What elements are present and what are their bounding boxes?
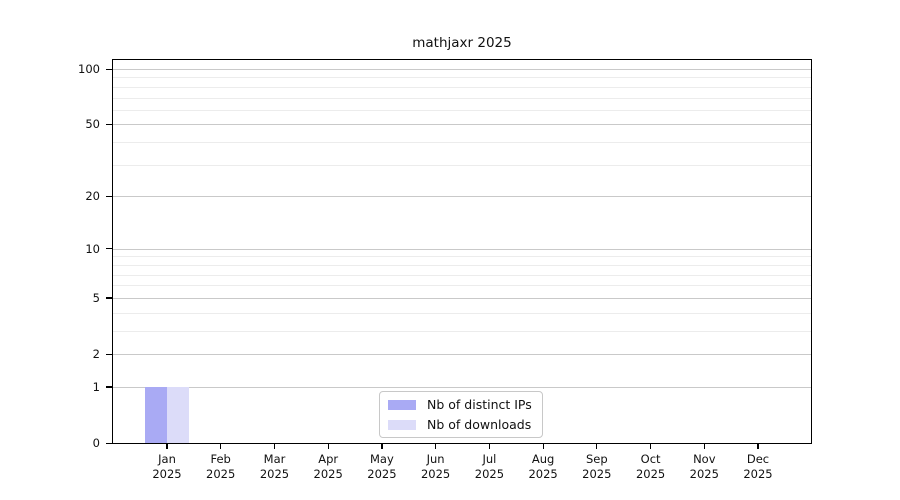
y-tick-mark bbox=[106, 353, 113, 355]
x-tick-label: Nov 2025 bbox=[689, 452, 719, 481]
y-tick-label: 5 bbox=[92, 290, 100, 305]
y-tick-label: 2 bbox=[92, 347, 100, 361]
major-gridline bbox=[113, 196, 811, 198]
bar-distinct-ips bbox=[145, 386, 167, 443]
y-tick-mark bbox=[106, 68, 113, 70]
y-tick-mark bbox=[106, 442, 113, 444]
x-tick-label: Jul 2025 bbox=[474, 452, 505, 481]
x-tick-label: Apr 2025 bbox=[313, 452, 343, 481]
x-tick-mark bbox=[273, 443, 276, 449]
x-tick-mark bbox=[488, 443, 491, 449]
y-tick-mark bbox=[106, 386, 113, 388]
major-gridline bbox=[113, 354, 811, 355]
x-tick-mark bbox=[435, 443, 437, 449]
x-tick-label: Aug 2025 bbox=[528, 452, 558, 481]
minor-gridline bbox=[113, 264, 811, 266]
minor-gridline bbox=[113, 164, 811, 166]
x-tick-mark bbox=[703, 443, 705, 449]
x-tick-mark bbox=[220, 443, 222, 449]
minor-gridline bbox=[113, 285, 811, 287]
x-tick-mark bbox=[757, 443, 759, 449]
major-gridline bbox=[113, 297, 811, 299]
minor-gridline bbox=[113, 274, 811, 276]
y-tick-mark bbox=[106, 195, 113, 198]
y-tick-mark bbox=[106, 297, 113, 299]
plot-area bbox=[112, 59, 812, 444]
x-tick-mark bbox=[381, 443, 383, 449]
x-tick-label: Oct 2025 bbox=[635, 452, 666, 481]
y-tick-label: 10 bbox=[85, 241, 100, 256]
legend-swatch-downloads-icon bbox=[388, 419, 416, 430]
legend-item-downloads: Nb of downloads bbox=[388, 417, 542, 432]
major-gridline bbox=[113, 248, 811, 250]
x-tick-mark bbox=[327, 443, 329, 449]
x-tick-label: Mar 2025 bbox=[259, 452, 290, 481]
chart-title: mathjaxr 2025 bbox=[412, 35, 512, 51]
x-tick-mark bbox=[166, 443, 168, 449]
minor-gridline bbox=[113, 77, 811, 79]
major-gridline bbox=[113, 69, 811, 70]
x-tick-mark bbox=[542, 443, 544, 449]
x-tick-label: Jan 2025 bbox=[152, 452, 182, 481]
y-tick-label: 50 bbox=[85, 117, 100, 132]
major-gridline bbox=[113, 386, 811, 388]
y-tick-label: 1 bbox=[92, 379, 100, 394]
legend-swatch-distinct-ips-icon bbox=[388, 399, 416, 410]
minor-gridline bbox=[113, 256, 811, 258]
y-tick-mark bbox=[106, 123, 113, 126]
bar-downloads bbox=[167, 386, 189, 443]
x-tick-mark bbox=[650, 443, 652, 449]
x-tick-label: May 2025 bbox=[367, 452, 397, 481]
minor-gridline bbox=[113, 109, 811, 111]
minor-gridline bbox=[113, 86, 811, 88]
legend-label-distinct-ips: Nb of distinct IPs bbox=[427, 397, 532, 412]
x-tick-label: Feb 2025 bbox=[206, 452, 236, 481]
x-tick-label: Sep 2025 bbox=[582, 452, 612, 481]
minor-gridline bbox=[113, 312, 811, 314]
minor-gridline bbox=[113, 142, 811, 144]
minor-gridline bbox=[113, 97, 811, 99]
y-tick-label: 0 bbox=[92, 436, 100, 450]
major-gridline bbox=[113, 124, 811, 126]
y-tick-label: 100 bbox=[78, 62, 100, 76]
y-tick-mark bbox=[106, 248, 113, 250]
legend: Nb of distinct IPs Nb of downloads bbox=[379, 391, 543, 438]
x-tick-label: Jun 2025 bbox=[420, 452, 451, 481]
y-tick-label: 20 bbox=[85, 189, 100, 204]
x-tick-label: Dec 2025 bbox=[743, 452, 773, 481]
legend-label-downloads: Nb of downloads bbox=[427, 417, 532, 432]
x-tick-mark bbox=[596, 443, 598, 449]
minor-gridline bbox=[113, 330, 811, 332]
legend-item-distinct-ips: Nb of distinct IPs bbox=[388, 397, 542, 412]
